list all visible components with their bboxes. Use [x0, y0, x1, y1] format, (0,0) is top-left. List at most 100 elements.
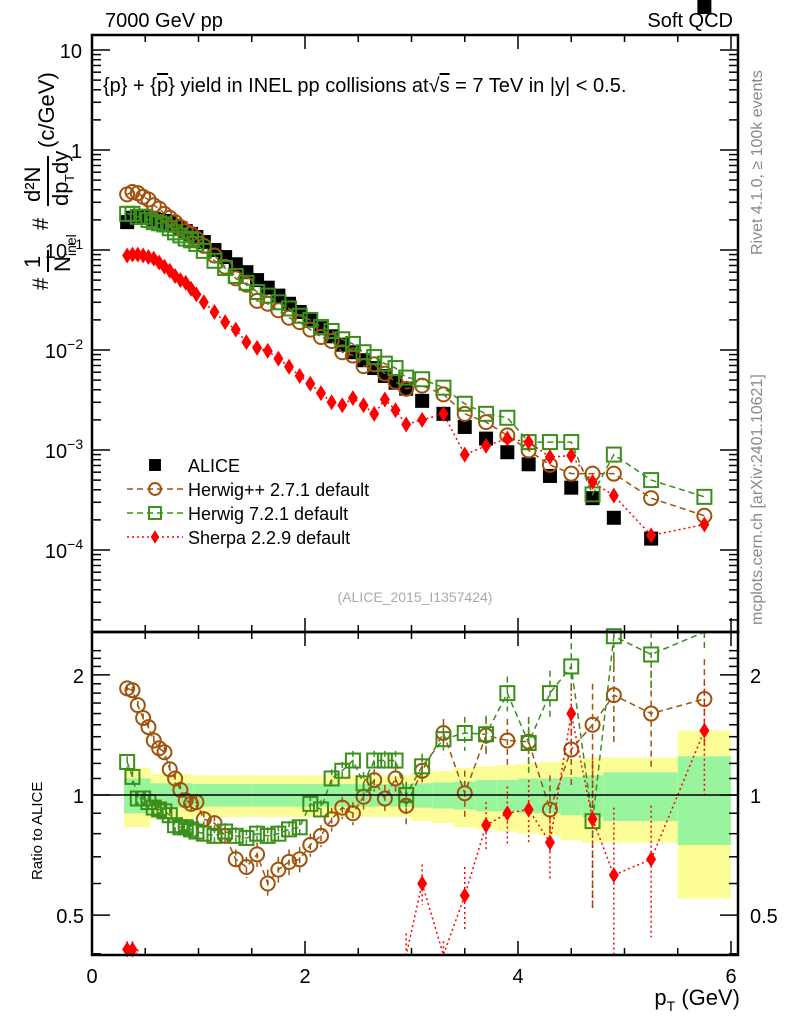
ratio-point — [167, 817, 184, 834]
svg-text:1: 1 — [20, 256, 45, 268]
data-point — [542, 468, 557, 483]
data-point — [191, 286, 202, 303]
data-point — [241, 334, 252, 351]
data-point — [124, 205, 141, 222]
data-point — [523, 434, 534, 451]
ratio-y-tick-label: 0.5 — [56, 906, 84, 928]
ratio-point — [259, 827, 276, 844]
ratio-point — [544, 834, 555, 851]
ratio-point — [291, 851, 308, 868]
svg-text:dp: dp — [48, 182, 73, 206]
data-point — [376, 365, 393, 382]
y-tick-label: 10−4 — [45, 536, 83, 563]
ratio-series-sherpa-2-2-9-default — [122, 683, 710, 958]
data-point — [262, 342, 273, 359]
ratio-point — [217, 823, 234, 840]
data-point — [379, 391, 390, 408]
data-point — [499, 409, 516, 426]
ratio-y-axis-label: Ratio to ALICE — [29, 782, 46, 880]
data-point — [220, 314, 231, 331]
data-point — [135, 208, 152, 225]
data-point — [544, 449, 555, 466]
svg-text:inel: inel — [63, 234, 79, 256]
ratio-point — [238, 859, 255, 876]
data-point — [587, 473, 598, 490]
ratio-point — [312, 801, 329, 818]
ratio-point — [161, 761, 178, 778]
data-point — [145, 214, 162, 231]
data-point — [249, 292, 266, 309]
data-point — [344, 347, 361, 364]
svg-text:N: N — [50, 256, 75, 272]
data-point — [387, 360, 404, 377]
data-point — [273, 350, 284, 367]
svg-text:#: # — [28, 277, 53, 290]
data-point — [249, 284, 266, 301]
ratio-point — [456, 725, 473, 742]
ratio-point — [608, 867, 619, 884]
data-point — [646, 527, 657, 544]
data-point — [323, 333, 340, 350]
ratio-point — [481, 817, 492, 834]
y-tick-label: 10−3 — [45, 436, 83, 463]
ratio-point — [124, 682, 141, 699]
ratio-point — [499, 685, 516, 702]
data-point — [502, 430, 513, 447]
ratio-point — [227, 851, 244, 868]
ratio-point — [302, 836, 319, 853]
data-point — [238, 274, 255, 291]
ratio-point — [414, 758, 431, 775]
legend-marker — [148, 482, 162, 496]
data-point — [500, 445, 515, 460]
data-point — [643, 490, 660, 507]
data-point — [456, 405, 473, 422]
y-tick-label: 10−2 — [45, 336, 83, 363]
ratio-y-tick-label: 2 — [73, 666, 84, 688]
data-point — [347, 390, 358, 407]
svg-text:(c/GeV): (c/GeV) — [34, 72, 59, 148]
ratio-point — [435, 731, 452, 748]
ratio-series-line — [126, 687, 705, 886]
data-point — [376, 355, 393, 372]
data-point — [326, 394, 337, 411]
ratio-point — [563, 658, 580, 675]
ratio-point — [523, 801, 534, 818]
ratio-point — [344, 752, 361, 769]
ratio-point — [259, 875, 276, 892]
ratio-point — [344, 805, 361, 822]
data-point — [481, 437, 492, 454]
x-tick-label: 6 — [725, 966, 736, 988]
ratio-point — [249, 846, 266, 863]
ratio-point — [646, 851, 657, 868]
data-point — [398, 380, 415, 397]
series-herwig-2-7-1-default — [119, 184, 713, 524]
data-point — [438, 405, 449, 422]
ratio-point — [417, 875, 428, 892]
data-point — [478, 405, 495, 422]
data-point — [305, 375, 316, 392]
data-point — [457, 419, 472, 434]
data-point — [643, 472, 660, 489]
series-sherpa-2-2-9-default — [122, 246, 710, 544]
data-point — [252, 339, 263, 356]
svg-text:#: # — [28, 217, 53, 230]
header-right: Soft QCD — [647, 10, 733, 32]
ratio-point — [456, 785, 473, 802]
main-y-axis-label: # 1 N inel # d²N dp T dy (c/GeV) — [20, 72, 79, 290]
ratio-y-tick-label: 1 — [73, 786, 84, 808]
legend-entry: Herwig++ 2.7.1 default — [127, 480, 369, 500]
ratio-point — [206, 827, 223, 844]
ratio-point — [281, 853, 298, 870]
legend-marker — [150, 530, 160, 544]
data-point — [563, 465, 580, 482]
ratio-point — [499, 732, 516, 749]
x-tick-label: 0 — [86, 966, 97, 988]
data-point — [459, 446, 470, 463]
data-point — [195, 242, 212, 259]
data-point — [415, 393, 430, 408]
ratio-point — [502, 805, 513, 822]
data-point — [456, 395, 473, 412]
data-point — [605, 446, 622, 463]
ratio-point — [145, 799, 162, 816]
